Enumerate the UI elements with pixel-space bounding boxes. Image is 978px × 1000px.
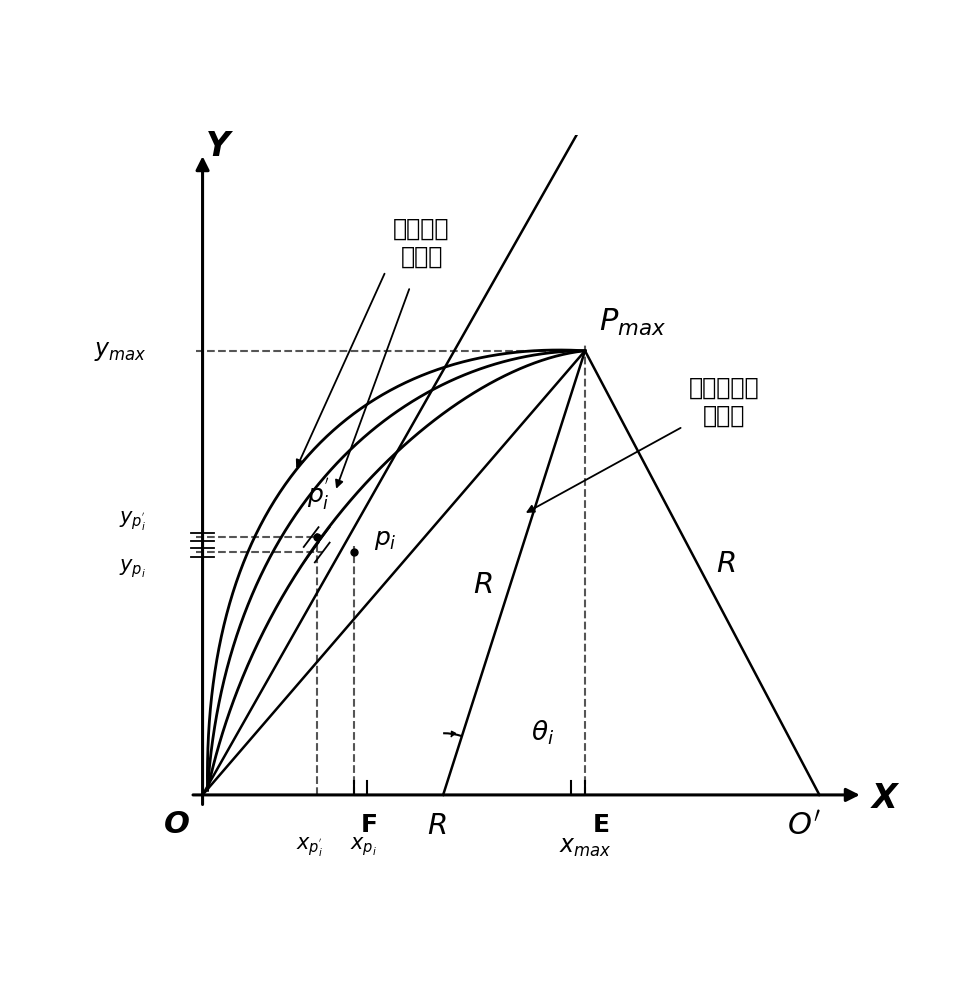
Text: $\theta_i$: $\theta_i$ bbox=[531, 719, 555, 747]
Text: $R$: $R$ bbox=[426, 812, 446, 840]
Text: 非球面元件
轮廓线: 非球面元件 轮廓线 bbox=[688, 375, 758, 427]
Text: $x_{p_i}$: $x_{p_i}$ bbox=[350, 835, 377, 858]
Text: $O'$: $O'$ bbox=[786, 811, 820, 840]
Text: $y_{p_i}$: $y_{p_i}$ bbox=[118, 557, 146, 580]
Text: $P_{max}$: $P_{max}$ bbox=[598, 307, 665, 338]
Text: $\mathbf{E}$: $\mathbf{E}$ bbox=[592, 813, 609, 837]
Text: $p_i^{'}$: $p_i^{'}$ bbox=[307, 477, 330, 512]
Text: $R$: $R$ bbox=[473, 571, 493, 599]
Text: Y: Y bbox=[205, 130, 230, 163]
Text: $R$: $R$ bbox=[715, 550, 734, 578]
Text: $x_{p_i^{'}}$: $x_{p_i^{'}}$ bbox=[295, 835, 323, 859]
Text: $y_{max}$: $y_{max}$ bbox=[94, 339, 147, 363]
Text: 最接近圆
圆弧线: 最接近圆 圆弧线 bbox=[393, 217, 449, 269]
Text: X: X bbox=[871, 782, 897, 815]
Text: $p_i$: $p_i$ bbox=[374, 528, 396, 552]
Text: $x_{max}$: $x_{max}$ bbox=[558, 835, 610, 859]
Text: O: O bbox=[163, 810, 190, 839]
Text: $y_{p_i^{'}}$: $y_{p_i^{'}}$ bbox=[118, 509, 146, 533]
Text: $\mathbf{F}$: $\mathbf{F}$ bbox=[360, 813, 377, 837]
